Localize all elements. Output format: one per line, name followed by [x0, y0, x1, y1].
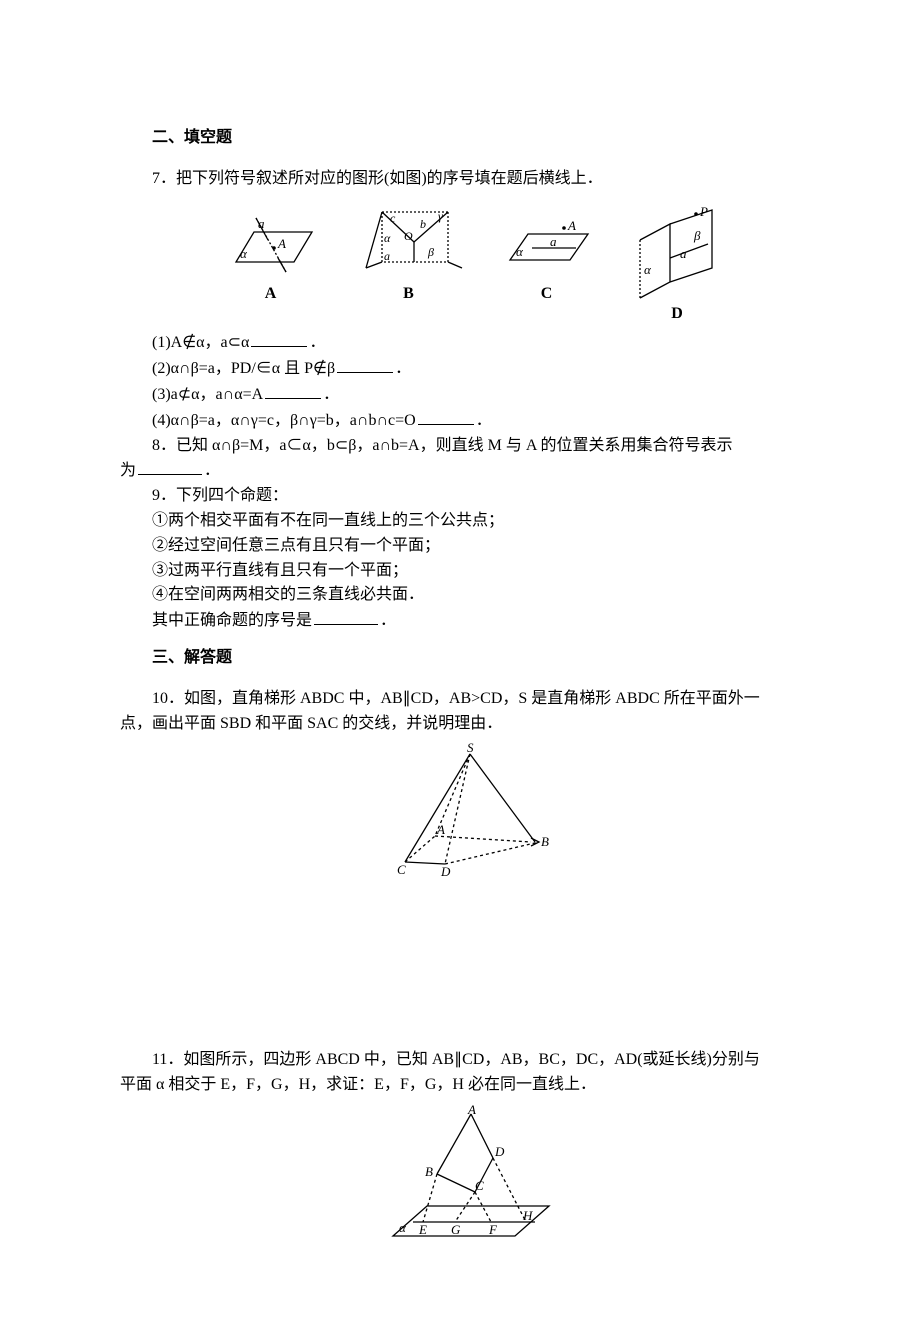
- svg-text:γ: γ: [438, 209, 443, 223]
- q7-label-D: D: [671, 302, 683, 327]
- q9-i: ①两个相交平面有不在同一直线上的三个公共点；: [120, 509, 820, 534]
- q11-line1: 11．如图所示，四边形 ABCD 中，已知 AB∥CD，AB，BC，DC，AD(…: [120, 1048, 820, 1073]
- q7-fig-C: A a α C: [492, 200, 602, 327]
- q7-fig-D: P β a α D: [630, 200, 725, 327]
- q7-stem: 7．把下列符号叙述所对应的图形(如图)的序号填在题后横线上．: [120, 167, 820, 192]
- svg-text:B: B: [541, 834, 549, 849]
- q7-sub3: (3)a⊄α，a∩α=A．: [120, 382, 820, 408]
- q7-sub4: (4)α∩β=a，α∩γ=c，β∩γ=b，a∩b∩c=O．: [120, 408, 820, 434]
- q9-tail: 其中正确命题的序号是．: [120, 608, 820, 634]
- svg-text:b: b: [420, 217, 426, 231]
- q7-sub3-blank[interactable]: [265, 382, 321, 399]
- svg-text:α: α: [516, 244, 524, 259]
- svg-text:a: a: [680, 246, 687, 261]
- q7-svg-B: c b γ α O a β: [354, 200, 464, 280]
- q9-tail-prefix: 其中正确命题的序号是: [152, 612, 312, 629]
- q10-svg: S A B C D: [375, 742, 565, 882]
- svg-text:O: O: [404, 229, 413, 243]
- svg-text:α: α: [644, 262, 652, 277]
- svg-text:c: c: [390, 211, 396, 225]
- svg-text:A: A: [277, 236, 286, 251]
- q7-fig-B: c b γ α O a β B: [354, 200, 464, 327]
- svg-text:a: a: [258, 216, 265, 231]
- q9-stem: 9．下列四个命题：: [120, 484, 820, 509]
- svg-text:C: C: [475, 1178, 484, 1193]
- q7-sub1-blank[interactable]: [251, 330, 307, 347]
- q8-line2-prefix: 为: [120, 462, 136, 479]
- q7-label-A: A: [265, 282, 277, 307]
- q9-iii: ③过两平行直线有且只有一个平面；: [120, 559, 820, 584]
- q9-ii: ②经过空间任意三点有且只有一个平面；: [120, 534, 820, 559]
- svg-text:S: S: [467, 742, 474, 755]
- section-fill-heading: 二、填空题: [120, 126, 820, 151]
- q7-svg-A: a A α: [216, 200, 326, 280]
- q7-label-B: B: [403, 282, 414, 307]
- svg-text:H: H: [522, 1208, 533, 1223]
- q7-sub1: (1)A∉α，a⊂α．: [120, 330, 820, 356]
- svg-text:D: D: [494, 1144, 505, 1159]
- svg-text:A: A: [567, 218, 576, 233]
- q7-fig-A: a A α A: [216, 200, 326, 327]
- q7-svg-D: P β a α: [630, 200, 725, 300]
- q10-work-space: [120, 888, 820, 1048]
- q7-svg-C: A a α: [492, 200, 602, 280]
- svg-text:A: A: [467, 1104, 476, 1117]
- svg-text:D: D: [440, 864, 451, 879]
- q7-sub2-text: (2)α∩β=a，PD/∈α 且 P∉β: [152, 360, 335, 377]
- svg-text:E: E: [418, 1222, 427, 1237]
- q7-sub1-text: (1)A∉α，a⊂α: [152, 334, 249, 351]
- q7-sub2-blank[interactable]: [337, 356, 393, 373]
- q9-blank[interactable]: [314, 608, 378, 625]
- svg-text:F: F: [488, 1222, 498, 1237]
- svg-text:β: β: [427, 245, 434, 259]
- q9-iv: ④在空间两两相交的三条直线必共面．: [120, 583, 820, 608]
- svg-text:B: B: [425, 1164, 433, 1179]
- q7-sub4-text: (4)α∩β=a，α∩γ=c，β∩γ=b，a∩b∩c=O: [152, 412, 416, 429]
- svg-text:a: a: [384, 249, 390, 263]
- q8-blank[interactable]: [138, 458, 202, 475]
- svg-text:P: P: [699, 204, 708, 219]
- q7-sub2: (2)α∩β=a，PD/∈α 且 P∉β．: [120, 356, 820, 382]
- q10-line2: 点，画出平面 SBD 和平面 SAC 的交线，并说明理由．: [120, 712, 820, 737]
- q11-line2: 平面 α 相交于 E，F，G，H，求证：E，F，G，H 必在同一直线上．: [120, 1073, 820, 1098]
- q7-sub4-blank[interactable]: [418, 408, 474, 425]
- q11-figure: A B D C α E G F H: [120, 1098, 820, 1260]
- svg-text:α: α: [384, 231, 391, 245]
- svg-text:C: C: [397, 862, 406, 877]
- q7-sub3-text: (3)a⊄α，a∩α=A: [152, 386, 263, 403]
- q8-line1: 8．已知 α∩β=M，a⊂α，b⊂β，a∩b=A，则直线 M 与 A 的位置关系…: [120, 434, 820, 459]
- q7-fig-row: a A α A c b γ α O a β B: [120, 192, 820, 331]
- q11-svg: A B D C α E G F H: [365, 1104, 575, 1254]
- section-solve-heading: 三、解答题: [120, 646, 820, 671]
- q7-label-C: C: [541, 282, 553, 307]
- svg-text:β: β: [693, 228, 701, 243]
- svg-text:a: a: [550, 234, 557, 249]
- q10-figure: S A B C D: [120, 736, 820, 888]
- q8-line2: 为．: [120, 458, 820, 484]
- svg-text:α: α: [240, 246, 248, 261]
- svg-text:A: A: [436, 822, 445, 837]
- svg-text:G: G: [451, 1222, 461, 1237]
- q10-line1: 10．如图，直角梯形 ABDC 中，AB∥CD，AB>CD，S 是直角梯形 AB…: [120, 687, 820, 712]
- svg-text:α: α: [399, 1220, 407, 1235]
